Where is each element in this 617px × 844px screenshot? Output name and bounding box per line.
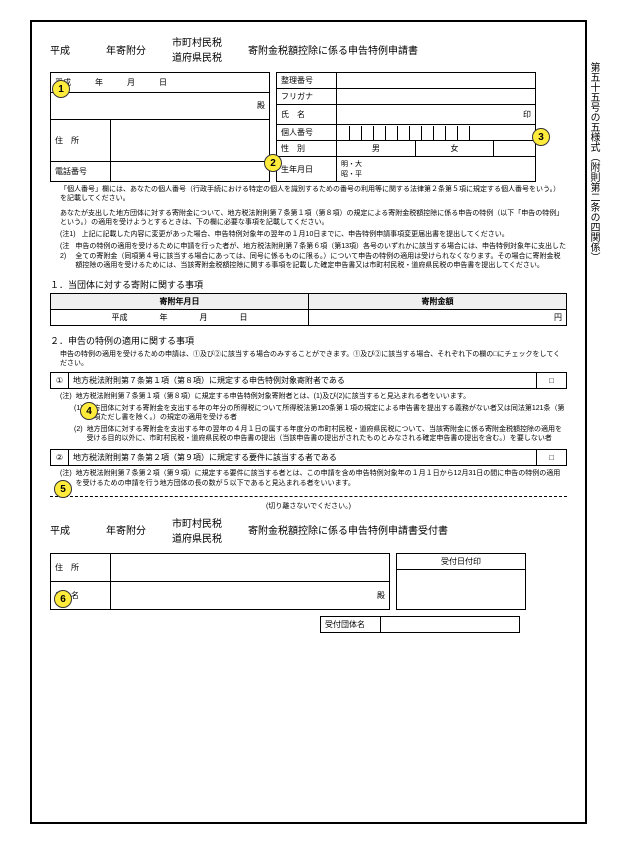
b-era: 平成	[50, 522, 70, 537]
furigana-label: フリガナ	[277, 89, 337, 105]
note1-label: (注1)	[60, 230, 76, 239]
check2-num: ②	[51, 450, 69, 466]
form-title: 寄附金税額控除に係る申告特例申請書	[248, 42, 418, 57]
phone-label: 電話番号	[51, 162, 111, 182]
birth-label: 生年月日	[277, 157, 337, 182]
left-top-table: 平成 年 月 日 殿 住 所 電話番号	[50, 72, 270, 182]
b-tax1: 市町村民税	[172, 515, 222, 530]
marker-3: 3	[532, 128, 550, 146]
check1-text: 地方税法附則第７条第１項（第８項）に規定する申告特例対象寄附者である	[69, 372, 537, 388]
gender-label: 性 別	[277, 141, 337, 157]
right-top-table: 整理番号 フリガナ 氏 名 印 個人番号 性 別男女 生年月日明・大 昭・平	[276, 72, 536, 182]
seiri-label: 整理番号	[277, 73, 337, 89]
c1-sub1: 地方団体に対する寄附金を支出する年の年分の所得税について所得税法第120条第１項…	[87, 404, 567, 422]
receipt-date-label: 受付日付印	[397, 553, 526, 569]
header-row: 平成 年寄附分 市町村民税 道府県民税 寄附金税額控除に係る申告特例申請書	[50, 34, 567, 64]
marker-1: 1	[52, 80, 70, 98]
b-tax2: 道府県民税	[172, 530, 222, 545]
check1-num: ①	[51, 372, 69, 388]
female: 女	[415, 141, 494, 157]
c1-sub2: 地方団体に対する寄附金を支出する年の翌年の４月１日の属する年度分の市町村民税・道…	[87, 425, 567, 443]
org-label: 受付団体名	[321, 616, 381, 632]
year-suffix: 年寄附分	[106, 42, 146, 57]
s1-col2: 寄附金額	[309, 293, 567, 309]
check1-table: ①地方税法附則第７条第１項（第８項）に規定する申告特例対象寄附者である□	[50, 372, 567, 389]
seal: 印	[523, 110, 531, 119]
s1-date: 平成 年 月 日	[51, 309, 309, 325]
section2-title: ２．申告の特例の適用に関する事項	[50, 334, 567, 347]
b-address-label: 住 所	[51, 553, 111, 581]
marker-2: 2	[264, 154, 282, 172]
kojin-label: 個人番号	[277, 125, 337, 141]
b-year-suffix: 年寄附分	[106, 522, 146, 537]
cut-line-rule	[50, 496, 567, 497]
address-label: 住 所	[51, 120, 111, 162]
bottom-header-row: 平成 年寄附分 市町村民税 道府県民税 寄附金税額控除に係る申告特例申請書受付書	[50, 515, 567, 545]
check1-box[interactable]: □	[537, 372, 567, 388]
era: 平成	[50, 42, 70, 57]
b-title: 寄附金税額控除に係る申告特例申請書受付書	[248, 522, 448, 537]
intro1: 「個人番号」欄には、あなたの個人番号（行政手続における特定の個人を識別するための…	[60, 185, 567, 203]
bottom-left-table: 住 所 氏 名殿	[50, 553, 390, 610]
tax2: 道府県民税	[172, 49, 222, 64]
birth-eras: 明・大 昭・平	[341, 161, 362, 178]
section2-intro: 申告の特例の適用を受けるための申請は、①及び②に該当する場合のみすることができま…	[60, 350, 567, 368]
b-to-suffix: 殿	[377, 591, 385, 600]
c1-note-label: (注)	[60, 392, 72, 401]
male: 男	[337, 141, 416, 157]
note2-label: (注2)	[60, 242, 69, 269]
c1-sub2-num: (2)	[74, 425, 83, 443]
section1-title: １．当団体に対する寄附に関する事項	[50, 278, 567, 291]
c2-note: 地方税法附則第７条第２項（第９項）に規定する要件に該当する者とは、この申請を含め…	[76, 469, 567, 487]
intro2: あなたが支出した地方団体に対する寄附金について、地方税法附則第７条第１項（第８項…	[60, 209, 567, 227]
to-line: 殿	[51, 92, 270, 119]
name-label: 氏 名	[277, 105, 337, 125]
s1-col1: 寄附年月日	[51, 293, 309, 309]
cut-line-text: (切り離さないでください。)	[50, 501, 567, 511]
marker-5: 5	[54, 480, 72, 498]
side-title: 第五十五号の五様式（附則第二条の四関係）	[586, 62, 601, 262]
note2: 申告の特例の適用を受けるために申請を行った者が、地方税法附則第７条第６項（第13…	[75, 242, 567, 269]
c1-note: 地方税法附則第７条第１項（第８項）に規定する申告特例対象寄附者とは、(1)及び(…	[76, 392, 470, 401]
check2-text: 地方税法附則第７条第２項（第９項）に規定する要件に該当する者である	[69, 450, 537, 466]
marker-6: 6	[54, 590, 72, 608]
check2-table: ②地方税法附則第７条第２項（第９項）に規定する要件に該当する者である□	[50, 449, 567, 466]
check2-box[interactable]: □	[537, 450, 567, 466]
bottom-right-table: 受付日付印	[396, 553, 526, 610]
date-header: 平成 年 月 日	[51, 73, 270, 93]
tax1: 市町村民税	[172, 34, 222, 49]
org-table: 受付団体名	[320, 616, 520, 633]
section1-table: 寄附年月日寄附金額 平成 年 月 日円	[50, 293, 567, 326]
marker-4: 4	[80, 402, 98, 420]
s1-yen: 円	[309, 309, 567, 325]
note1: 上記に記載した内容に変更があった場合、申告特例対象年の翌年の１月10日までに、申…	[82, 230, 509, 239]
